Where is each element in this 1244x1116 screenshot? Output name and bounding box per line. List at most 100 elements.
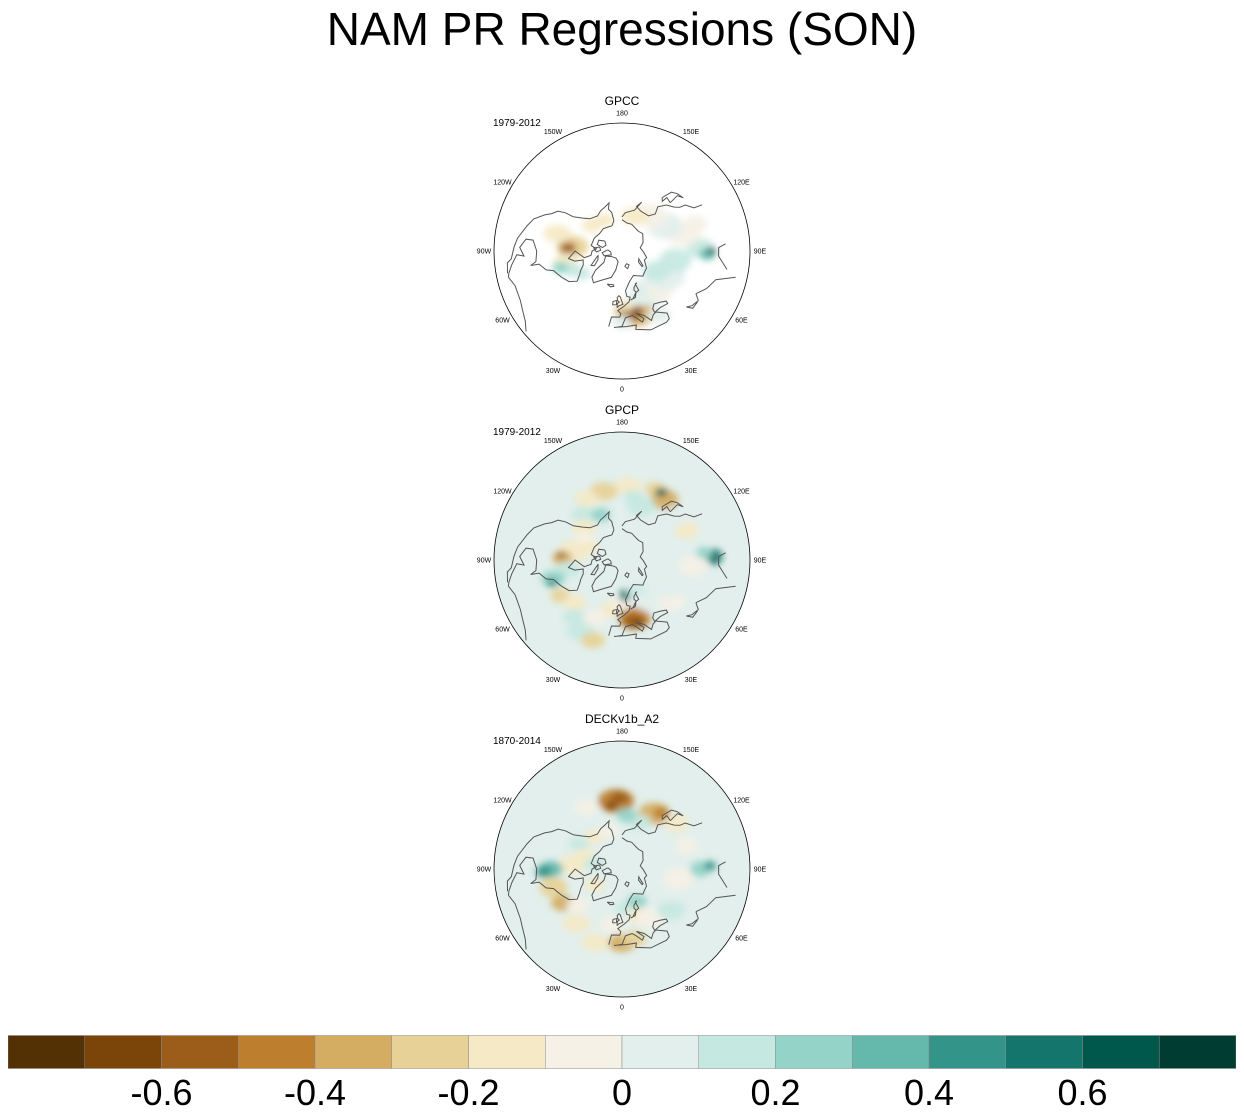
longitude-label: 60E [735,936,748,943]
regression-contour [545,578,558,587]
coastline [601,249,612,257]
panel-period: 1979-2012 [493,427,541,438]
regression-contour [539,877,568,898]
regression-contour [645,570,686,599]
map-svg: 180 150E 120E 90E 60E 30E 0 30W 60W 90W 120W 150W [477,111,767,394]
longitude-label: 150W [544,438,563,445]
longitude-label: 90W [477,867,492,874]
longitude-label: 60E [735,318,748,325]
longitude-label: 150E [683,438,700,445]
regression-contour [571,506,596,523]
regression-contour [581,933,610,952]
regression-contour [657,508,685,529]
longitude-label: 120E [733,180,750,187]
coastline [695,585,736,604]
coastline [573,819,615,839]
coastline [591,873,619,902]
coastline [507,220,615,283]
panel-title: GPCP [604,403,639,417]
longitude-label: 180 [616,111,628,118]
coastline [596,548,607,558]
colorbar-tick-label: 0.6 [1057,1072,1108,1113]
coastline [508,276,527,332]
coastline [592,246,602,253]
regression-contour [683,215,708,234]
coastline [506,210,574,274]
colorbar-box [7,1035,85,1069]
colorbar-tick-label: -0.2 [437,1072,500,1113]
map-svg: 180 150E 120E 90E 60E 30E 0 30W 60W 90W 120W 150W [477,729,767,1012]
colorbar-box [161,1035,239,1069]
regression-contour [566,897,591,914]
panel-gpcp: 180 150E 120E 90E 60E 30E 0 30W 60W 90W 120W 150W G… [470,403,774,708]
regression-contour [574,267,591,280]
coastline [718,861,728,888]
colorbar-tick-label: 0.2 [750,1072,801,1113]
coastline [590,254,599,267]
longitude-label: 90E [754,249,767,256]
figure-title: NAM PR Regressions (SON) [326,3,918,55]
colorbar-box [1005,1035,1083,1069]
regression-contour [612,315,632,330]
regression-contour [696,546,713,559]
regression-contour [574,490,599,507]
panel-title: DECKv1b_A2 [584,712,660,726]
longitude-label: 30W [546,986,561,993]
regression-contour [616,808,637,823]
colorbar-box [775,1035,853,1069]
regression-contour [568,837,589,852]
regression-contour [578,540,599,555]
map-field [494,432,750,688]
regression-contour [642,260,671,281]
coastline [652,918,669,931]
coastline [596,857,607,867]
coastline [621,510,703,527]
regression-contour [655,488,668,497]
longitude-label: 150W [544,747,563,754]
regression-contour [580,632,605,649]
longitude-label: 60W [495,318,510,325]
map-background [494,432,750,688]
regression-contour [623,490,644,504]
coastline [624,881,630,888]
regression-contour [657,900,685,921]
longitude-label: 90E [754,867,767,874]
regression-contour [604,802,617,810]
panel-deckv1b-a2: 180 150E 120E 90E 60E 30E 0 30W 60W 90W 120W 150W D… [470,712,774,1017]
regression-contour [584,857,604,872]
regression-contour [552,261,569,274]
coastline [686,293,699,309]
colorbar-box [1159,1035,1237,1069]
regression-contour [562,608,587,625]
coastline [718,243,728,270]
coastline [686,602,699,618]
regression-contour [627,894,647,909]
coastline [718,552,728,579]
map-field [494,123,750,379]
longitude-label: 90W [477,558,492,565]
longitude-label: 30W [546,677,561,684]
regression-contour [543,224,572,243]
regression-contour [535,865,552,878]
colorbar-box [928,1035,1006,1069]
colorbar-tick-label: -0.6 [130,1072,193,1113]
coastline [637,257,644,268]
map-background [494,123,750,379]
coastline [592,864,602,871]
regression-contour [560,242,576,255]
coastline [621,201,703,218]
panel-gpcc: 180 150E 120E 90E 60E 30E 0 30W 60W 90W 120W 150W G… [470,94,774,399]
regression-contour [581,218,602,233]
map-border [493,740,751,998]
colorbar-boxes [7,1035,1237,1069]
regression-contour [564,822,589,839]
regression-contour [647,307,671,323]
regression-contour [583,610,607,626]
regression-contour [571,520,596,536]
coastline [613,311,670,331]
coastline [630,900,640,919]
coastline [695,276,736,295]
colorbar-box [1082,1035,1160,1069]
colorbar-box [238,1035,316,1069]
coastline [506,828,574,892]
